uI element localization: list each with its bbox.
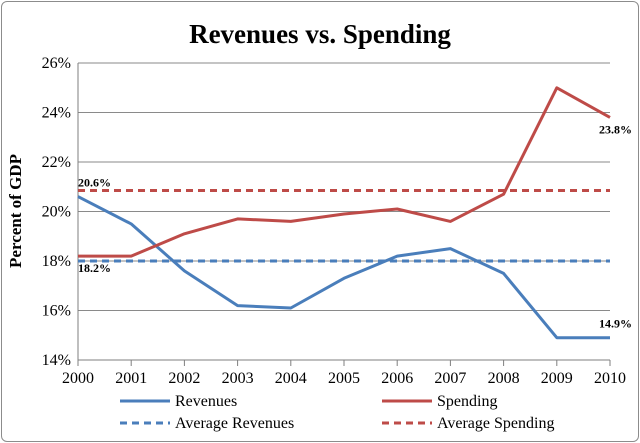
x-tick-label: 2002 [168, 370, 200, 387]
data-label: 23.8% [599, 122, 632, 136]
legend-label: Average Revenues [175, 415, 294, 432]
y-tick-label: 18% [42, 253, 71, 270]
x-tick-label: 2010 [594, 370, 626, 387]
data-label: 20.6% [78, 176, 111, 190]
x-tick-label: 2007 [434, 370, 466, 387]
x-tick-label: 2008 [488, 370, 520, 387]
x-tick-label: 2003 [222, 370, 254, 387]
tick-labels: 14% 16% 18% 20% 22% 24% 26% 2000 2001 2002 2003 200… [42, 55, 626, 387]
legend: Revenues Spending Average Revenues Average … [120, 393, 554, 432]
x-tick-label: 2001 [115, 370, 147, 387]
y-tick-label: 20% [42, 204, 71, 221]
legend-label: Average Spending [437, 415, 554, 432]
y-tick-label: 16% [42, 303, 71, 320]
x-tick-label: 2006 [381, 370, 413, 387]
axes [77, 63, 611, 366]
data-label: 14.9% [599, 317, 632, 331]
y-axis-label: Percent of GDP [6, 154, 25, 268]
x-tick-label: 2000 [62, 370, 94, 387]
revenues-line [77, 195, 610, 340]
x-tick-label: 2005 [328, 370, 360, 387]
x-tick-label: 2009 [541, 370, 573, 387]
y-tick-label: 14% [42, 352, 71, 369]
y-tick-label: 22% [42, 154, 71, 171]
legend-label: Spending [437, 393, 497, 410]
legend-label: Revenues [175, 393, 237, 410]
y-tick-label: 26% [42, 55, 71, 72]
data-labels: 20.6% 18.2% 23.8% 14.9% [78, 122, 632, 330]
series-lines [77, 86, 611, 340]
gridlines [78, 62, 610, 311]
y-tick-label: 24% [42, 105, 71, 122]
data-label: 18.2% [78, 261, 111, 275]
x-tick-label: 2004 [275, 370, 307, 387]
spending-line [78, 86, 611, 258]
chart-title: Revenues vs. Spending [189, 19, 451, 49]
